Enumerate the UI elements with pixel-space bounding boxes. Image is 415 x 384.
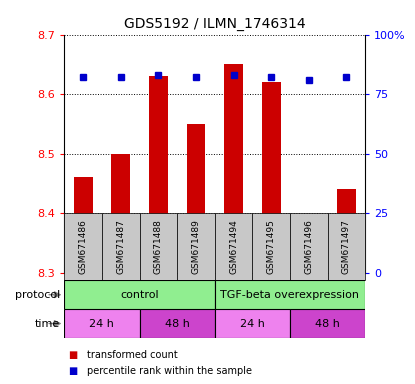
Text: GSM671494: GSM671494: [229, 219, 238, 274]
FancyBboxPatch shape: [327, 213, 365, 280]
Bar: [74, 177, 93, 273]
Bar: [149, 76, 168, 273]
Text: protocol: protocol: [15, 290, 60, 300]
Text: 24 h: 24 h: [240, 318, 265, 329]
FancyBboxPatch shape: [139, 309, 215, 338]
Text: GSM671497: GSM671497: [342, 219, 351, 274]
Title: GDS5192 / ILMN_1746314: GDS5192 / ILMN_1746314: [124, 17, 305, 31]
Text: ■: ■: [68, 350, 78, 360]
Text: GSM671486: GSM671486: [78, 219, 88, 274]
Text: GSM671488: GSM671488: [154, 219, 163, 274]
Text: GSM671487: GSM671487: [116, 219, 125, 274]
Bar: [224, 64, 243, 273]
Bar: [337, 189, 356, 273]
FancyBboxPatch shape: [215, 280, 365, 309]
FancyBboxPatch shape: [139, 213, 177, 280]
Text: GSM671489: GSM671489: [191, 219, 200, 274]
FancyBboxPatch shape: [64, 309, 139, 338]
Text: percentile rank within the sample: percentile rank within the sample: [87, 366, 252, 376]
FancyBboxPatch shape: [177, 213, 215, 280]
Text: transformed count: transformed count: [87, 350, 178, 360]
Text: time: time: [35, 318, 60, 329]
FancyBboxPatch shape: [102, 213, 139, 280]
FancyBboxPatch shape: [290, 309, 365, 338]
Bar: [262, 82, 281, 273]
Text: control: control: [120, 290, 159, 300]
Text: 24 h: 24 h: [90, 318, 115, 329]
Text: 48 h: 48 h: [315, 318, 340, 329]
Bar: [187, 124, 205, 273]
FancyBboxPatch shape: [64, 280, 215, 309]
FancyBboxPatch shape: [215, 213, 252, 280]
Bar: [299, 261, 318, 273]
FancyBboxPatch shape: [290, 213, 327, 280]
Bar: [111, 154, 130, 273]
FancyBboxPatch shape: [64, 213, 102, 280]
Text: GSM671495: GSM671495: [267, 219, 276, 274]
Text: TGF-beta overexpression: TGF-beta overexpression: [220, 290, 359, 300]
Text: 48 h: 48 h: [165, 318, 190, 329]
FancyBboxPatch shape: [252, 213, 290, 280]
Text: GSM671496: GSM671496: [304, 219, 313, 274]
FancyBboxPatch shape: [215, 309, 290, 338]
Text: ■: ■: [68, 366, 78, 376]
